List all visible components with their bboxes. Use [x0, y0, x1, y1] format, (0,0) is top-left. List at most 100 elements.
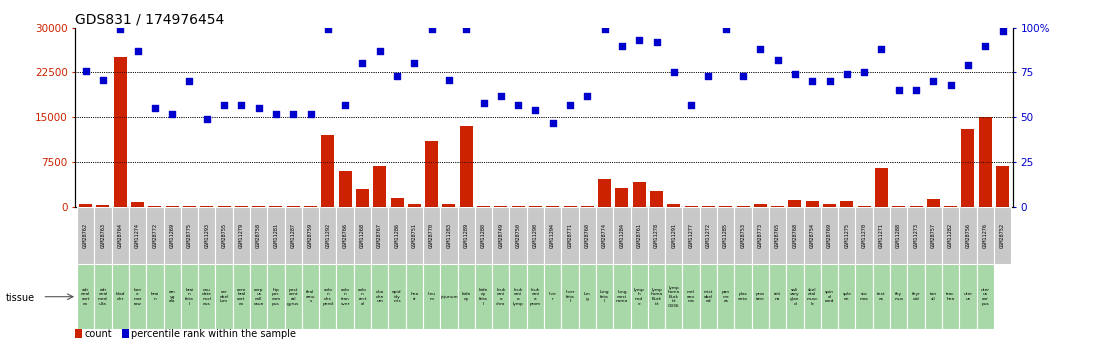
Text: GDS831 / 174976454: GDS831 / 174976454	[75, 12, 225, 27]
Point	[164, 111, 182, 117]
Text: adr
enal
med
ulla: adr enal med ulla	[99, 288, 107, 306]
Text: leuk
emi
a
prom: leuk emi a prom	[530, 288, 541, 306]
Bar	[786, 264, 804, 329]
Point	[198, 116, 216, 122]
Bar	[250, 207, 267, 264]
Point	[423, 27, 441, 32]
Bar	[527, 207, 544, 264]
Bar	[183, 206, 196, 207]
Bar	[389, 264, 405, 329]
Bar	[858, 206, 870, 207]
Text: ton
sil: ton sil	[930, 293, 937, 301]
Text: trac
hea: trac hea	[946, 293, 955, 301]
Text: GSM11284: GSM11284	[620, 223, 624, 248]
Bar	[752, 264, 769, 329]
Bar	[511, 206, 525, 207]
Text: leuk
emi
a
lymp: leuk emi a lymp	[513, 288, 524, 306]
Point	[856, 70, 873, 75]
Bar	[579, 207, 596, 264]
Text: GSM11282: GSM11282	[948, 223, 953, 248]
Text: lung
carci
noma: lung carci noma	[615, 290, 628, 303]
Text: uter
us: uter us	[963, 293, 972, 301]
Bar	[356, 189, 369, 207]
Bar	[354, 207, 371, 264]
Text: GSM28762: GSM28762	[83, 223, 89, 248]
Bar	[371, 264, 389, 329]
Bar	[337, 264, 354, 329]
Text: GSM28768: GSM28768	[793, 223, 797, 248]
Point	[371, 48, 389, 54]
Bar	[198, 264, 216, 329]
Text: GSM28753: GSM28753	[741, 223, 745, 248]
Text: lymp
h
nod
e: lymp h nod e	[634, 288, 644, 306]
Bar	[423, 264, 441, 329]
Point	[959, 62, 976, 68]
Bar	[613, 207, 631, 264]
Bar	[872, 207, 890, 264]
Bar	[216, 207, 232, 264]
Bar	[269, 206, 282, 207]
Bar	[218, 206, 230, 207]
Bar	[319, 264, 337, 329]
Bar	[112, 264, 128, 329]
Bar	[546, 206, 559, 207]
Bar	[148, 206, 162, 207]
Bar	[734, 207, 752, 264]
Text: GSM28758: GSM28758	[256, 223, 261, 248]
Bar	[683, 207, 700, 264]
Bar	[581, 206, 593, 207]
Point	[232, 102, 250, 108]
Text: lun
g: lun g	[584, 293, 591, 301]
Text: GSM11274: GSM11274	[135, 223, 141, 248]
Text: jejunum: jejunum	[441, 295, 458, 299]
Point	[579, 93, 597, 99]
Point	[734, 73, 752, 79]
Text: GSM11270: GSM11270	[861, 223, 867, 248]
Text: leuk
emi
a
chro: leuk emi a chro	[496, 288, 506, 306]
Bar	[164, 207, 180, 264]
Text: am
yg
ala: am yg ala	[168, 290, 176, 303]
Point	[804, 79, 821, 84]
Bar	[131, 202, 144, 207]
Bar	[267, 207, 284, 264]
Bar	[596, 207, 613, 264]
Bar	[823, 204, 836, 207]
Bar	[94, 207, 112, 264]
Bar	[354, 264, 371, 329]
Point	[475, 100, 493, 106]
Text: cau
date
nucl
eus: cau date nucl eus	[201, 288, 211, 306]
Bar	[493, 207, 509, 264]
Point	[112, 27, 130, 32]
Point	[457, 27, 475, 32]
Bar	[648, 264, 665, 329]
Text: blad
der: blad der	[115, 293, 125, 301]
Bar	[890, 207, 908, 264]
Bar	[942, 264, 960, 329]
Bar	[561, 264, 579, 329]
Text: GSM28770: GSM28770	[430, 223, 434, 248]
Text: GSM11271: GSM11271	[879, 223, 883, 248]
Text: GSM11279: GSM11279	[239, 223, 244, 248]
Bar	[892, 206, 906, 207]
Bar	[495, 206, 507, 207]
Bar	[391, 198, 404, 207]
Bar	[806, 201, 819, 207]
Bar	[509, 207, 527, 264]
Point	[717, 27, 735, 32]
Text: GSM28773: GSM28773	[758, 223, 763, 248]
Bar	[250, 264, 267, 329]
Text: tissue: tissue	[6, 294, 34, 303]
Bar	[180, 207, 198, 264]
Bar	[960, 207, 976, 264]
Text: thyr
oid: thyr oid	[911, 293, 920, 301]
Bar	[287, 206, 300, 207]
Bar	[216, 264, 232, 329]
Text: live
r: live r	[549, 293, 557, 301]
Point	[561, 102, 579, 108]
Bar	[754, 204, 767, 207]
Point	[180, 79, 198, 84]
Bar	[734, 264, 752, 329]
Bar	[994, 207, 1011, 264]
Bar	[457, 207, 475, 264]
Bar	[407, 204, 421, 207]
